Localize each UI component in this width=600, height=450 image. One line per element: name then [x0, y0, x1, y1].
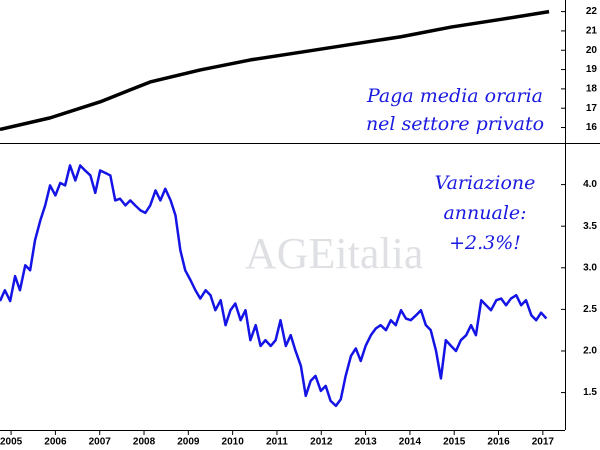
annotation: annuale:	[443, 202, 526, 224]
x-tick-label: 2017	[532, 437, 555, 448]
y-tick-label: 2.5	[583, 304, 597, 315]
y-tick-label: 20	[586, 45, 598, 56]
y-tick-label: 4.0	[583, 179, 597, 190]
x-tick-label: 2015	[443, 437, 466, 448]
y-tick-label: 17	[586, 103, 598, 114]
y-tick-label: 18	[586, 84, 598, 95]
x-tick-label: 2006	[44, 437, 67, 448]
y-tick-label: 2.0	[583, 346, 597, 357]
x-tick-label: 2005	[0, 437, 23, 448]
series-line	[0, 9, 550, 132]
x-tick-label: 2008	[133, 437, 156, 448]
annotation: nel settore privato	[366, 113, 544, 135]
x-tick-label: 2009	[177, 437, 200, 448]
x-tick-label: 2011	[266, 437, 288, 448]
y-tick-label: 22	[586, 6, 598, 17]
annotation: Variazione	[435, 172, 536, 194]
series-line	[0, 164, 548, 408]
annotation: +2.3%!	[449, 232, 521, 254]
annotation: Paga media oraria	[366, 85, 543, 107]
x-tick-label: 2013	[354, 437, 377, 448]
watermark: AGEitalia	[245, 229, 423, 278]
y-tick-label: 16	[586, 122, 598, 133]
x-tick-label: 2010	[222, 437, 245, 448]
y-tick-label: 19	[586, 64, 598, 75]
x-tick-label: 2014	[399, 437, 422, 448]
x-tick-label: 2016	[487, 437, 510, 448]
y-tick-label: 1.5	[583, 387, 597, 398]
x-tick-label: 2012	[310, 437, 333, 448]
y-tick-label: 3.5	[583, 221, 597, 232]
y-tick-label: 21	[586, 26, 598, 37]
x-tick-label: 2007	[89, 437, 112, 448]
y-tick-label: 3.0	[583, 262, 597, 273]
